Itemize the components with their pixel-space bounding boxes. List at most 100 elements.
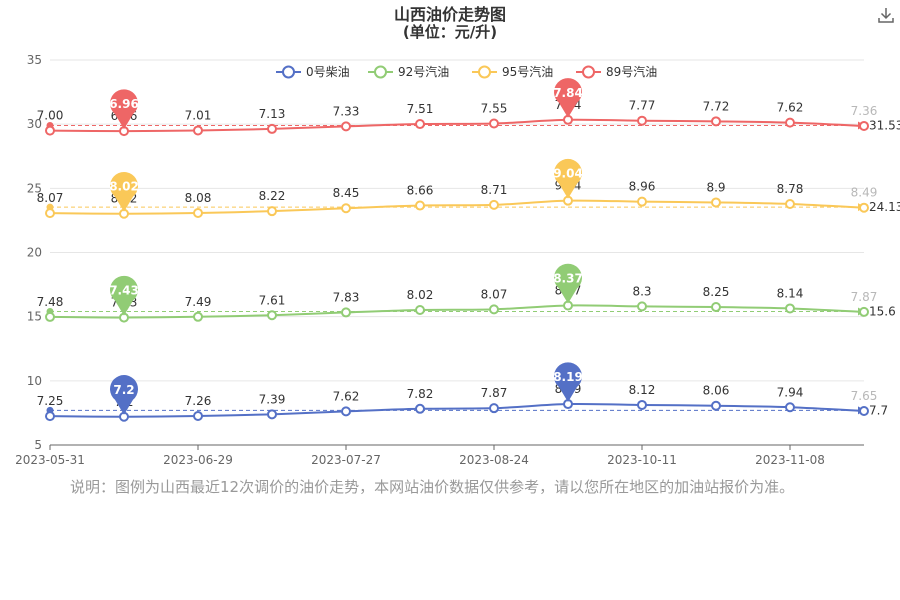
data-point[interactable] <box>341 121 351 132</box>
data-point[interactable] <box>267 310 277 321</box>
data-label: 7.77 <box>629 99 656 113</box>
max-pin-shape <box>554 78 582 118</box>
data-label: 7.55 <box>481 102 508 116</box>
data-point[interactable] <box>341 203 351 214</box>
data-point[interactable] <box>415 304 425 315</box>
data-point[interactable] <box>193 311 203 322</box>
data-point[interactable] <box>785 303 795 314</box>
data-point[interactable] <box>859 202 869 213</box>
legend-label: 0号柴油 <box>306 65 350 79</box>
data-point[interactable] <box>637 399 647 410</box>
disclaimer-note: 说明：图例为山西最近12次调价的油价走势，本网站油价数据仅供参考，请以您所在地区… <box>70 478 795 496</box>
data-point[interactable] <box>489 403 499 414</box>
x-tick-label: 2023-05-31 <box>15 453 85 467</box>
data-label: 7.33 <box>333 104 360 118</box>
data-point[interactable] <box>489 199 499 210</box>
legend-marker <box>374 65 387 79</box>
data-point[interactable] <box>415 119 425 130</box>
data-point[interactable] <box>267 206 277 217</box>
legend-label: 89号汽油 <box>606 64 657 79</box>
legend-item-0[interactable]: 0号柴油 <box>276 65 350 79</box>
data-point[interactable] <box>415 200 425 211</box>
max-pin-2: 9.04 <box>553 158 583 199</box>
data-label: 7.94 <box>777 385 804 399</box>
x-tick-label: 2023-10-11 <box>607 453 677 467</box>
data-point[interactable] <box>711 302 721 313</box>
data-label: 7.51 <box>407 102 434 116</box>
data-label: 7.72 <box>703 99 730 113</box>
max-pin-shape <box>554 263 583 304</box>
data-point[interactable] <box>45 208 55 219</box>
min-pin-1: 7.43 <box>109 275 139 316</box>
series-line-2 <box>49 199 865 215</box>
legend-item-3[interactable]: 89号汽油 <box>576 64 657 79</box>
series-line-3 <box>49 118 865 133</box>
data-point[interactable] <box>193 207 203 218</box>
data-label: 8.96 <box>629 180 656 194</box>
data-label: 8.9 <box>706 180 725 194</box>
legend-item-1[interactable]: 92号汽油 <box>368 64 449 79</box>
data-point[interactable] <box>489 304 499 315</box>
data-point[interactable] <box>859 405 869 416</box>
y-tick-label: 25 <box>27 181 42 195</box>
data-label: 8.07 <box>481 287 508 301</box>
data-label: 8.3 <box>632 284 651 298</box>
min-pin-label: 6.96 <box>109 97 139 111</box>
data-label: 8.08 <box>185 191 212 205</box>
data-label: 8.22 <box>259 189 286 203</box>
series-line-1 <box>49 304 865 319</box>
max-pin-1: 8.37 <box>553 263 583 304</box>
data-label: 7.48 <box>37 295 64 309</box>
y-tick-label: 15 <box>27 310 42 324</box>
data-point[interactable] <box>45 125 55 136</box>
data-point[interactable] <box>711 197 721 208</box>
data-point[interactable] <box>785 117 795 128</box>
legend-item-2[interactable]: 95号汽油 <box>472 64 553 79</box>
data-label: 7.39 <box>259 392 286 406</box>
min-pin-label: 8.02 <box>109 180 139 194</box>
data-point[interactable] <box>267 409 277 420</box>
data-point[interactable] <box>785 402 795 413</box>
y-tick-label: 5 <box>34 438 42 452</box>
data-point[interactable] <box>45 411 55 422</box>
data-point[interactable] <box>785 198 795 209</box>
label-layer: 7.7 7.25 7.2 7.26 7.39 7.62 7.82 7.87 8.19 8.12 8.… <box>37 98 900 418</box>
y-tick-label: 35 <box>27 53 42 67</box>
data-label: 7.01 <box>185 108 212 122</box>
data-label: 8.07 <box>37 191 64 205</box>
data-point[interactable] <box>711 116 721 127</box>
data-point[interactable] <box>45 311 55 322</box>
data-point[interactable] <box>489 118 499 129</box>
data-point[interactable] <box>637 115 647 126</box>
average-value-label: 15.6 <box>869 304 896 318</box>
chart-title: 山西油价走势图 <box>394 5 506 24</box>
legend[interactable]: 0号柴油 92号汽油 95号汽油 89号汽油 <box>276 64 657 79</box>
max-pin-label: 8.37 <box>553 272 583 286</box>
data-label: 8.49 <box>851 186 878 200</box>
data-label: 7.61 <box>259 293 286 307</box>
data-point[interactable] <box>193 125 203 136</box>
y-tick-label: 20 <box>27 246 42 260</box>
legend-label: 95号汽油 <box>502 64 553 79</box>
data-point[interactable] <box>415 403 425 414</box>
legend-marker <box>582 65 595 79</box>
data-label: 8.71 <box>481 183 508 197</box>
data-point[interactable] <box>859 306 869 317</box>
data-point[interactable] <box>341 406 351 417</box>
data-point[interactable] <box>341 307 351 318</box>
data-point[interactable] <box>859 120 869 131</box>
data-point[interactable] <box>637 301 647 312</box>
min-pin-shape <box>110 89 138 130</box>
data-point[interactable] <box>711 400 721 411</box>
download-icon[interactable] <box>876 5 896 25</box>
data-label: 7.62 <box>777 101 804 115</box>
series-line-0 <box>49 402 865 418</box>
data-point[interactable] <box>637 196 647 207</box>
pin-layer: 7.2 8.19 7.43 8.37 8.02 9.04 6.96 7.84 <box>109 78 583 415</box>
grid <box>50 59 864 382</box>
data-label: 7.13 <box>259 107 286 121</box>
min-pin-label: 7.43 <box>109 284 139 298</box>
data-point[interactable] <box>267 123 277 134</box>
data-point[interactable] <box>193 410 203 421</box>
y-tick-label: 30 <box>27 117 42 131</box>
